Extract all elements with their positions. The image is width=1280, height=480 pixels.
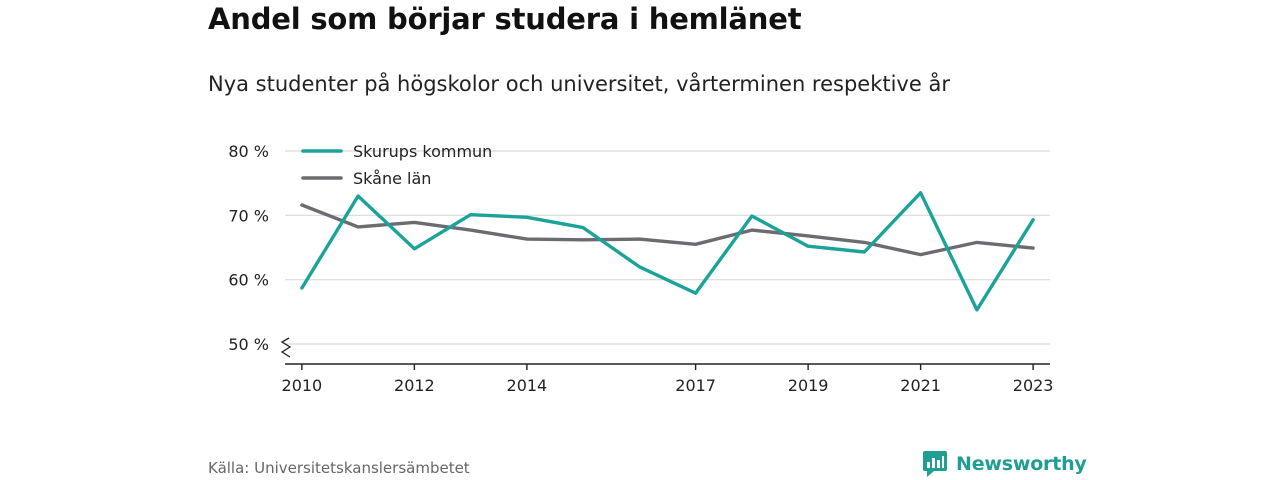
- x-tick-label: 2021: [900, 376, 941, 395]
- y-tick-label: 60 %: [228, 271, 269, 290]
- y-tick-label: 50 %: [228, 335, 269, 354]
- newsworthy-logo-icon: [923, 451, 947, 477]
- legend-label: Skåne län: [353, 169, 431, 188]
- x-tick-label: 2012: [394, 376, 435, 395]
- x-tick-label: 2017: [675, 376, 716, 395]
- line-chart: 50 % 60 % 70 % 80 % 2010 2012 2014 2017 2019 2021…: [228, 142, 1054, 395]
- source-note: Källa: Universitetskanslersämbetet: [208, 459, 470, 477]
- brand-name: Newsworthy: [956, 453, 1087, 475]
- chart-title: Andel som börjar studera i hemlänet: [208, 2, 802, 36]
- chart-subtitle: Nya studenter på högskolor och universit…: [208, 72, 950, 96]
- brand-logo[interactable]: Newsworthy: [922, 450, 1087, 478]
- axis-break-icon: [280, 337, 292, 358]
- series-line-skurup: [300, 191, 1035, 312]
- x-tick-label: 2019: [788, 376, 829, 395]
- legend-label: Skurups kommun: [353, 142, 492, 161]
- x-tick-label: 2014: [507, 376, 548, 395]
- series-line-skane: [300, 203, 1035, 257]
- y-tick-label: 80 %: [228, 142, 269, 161]
- x-tick-label: 2023: [1013, 376, 1054, 395]
- y-tick-label: 70 %: [228, 206, 269, 225]
- x-tick-label: 2010: [282, 376, 323, 395]
